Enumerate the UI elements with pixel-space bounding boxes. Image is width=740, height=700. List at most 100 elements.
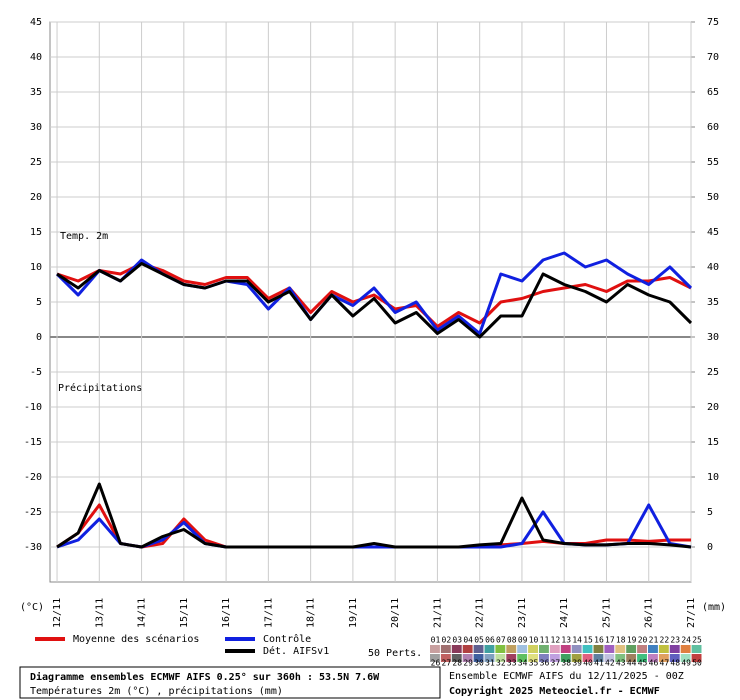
member-swatch bbox=[637, 654, 647, 662]
temp-line bbox=[56, 262, 693, 339]
member-swatch bbox=[604, 645, 615, 653]
x-tick-label: 15/11 bbox=[179, 598, 190, 628]
member-label: 35 bbox=[529, 659, 539, 668]
member-label: 13 bbox=[561, 636, 571, 645]
member-label: 11 bbox=[540, 636, 550, 645]
x-tick-label: 19/11 bbox=[348, 598, 359, 628]
x-tick-label: 27/11 bbox=[686, 598, 697, 628]
member-label: 17 bbox=[605, 636, 615, 645]
y-tick-label: -5 bbox=[30, 367, 42, 378]
member-swatch bbox=[593, 654, 604, 662]
member-swatch bbox=[571, 645, 582, 653]
y2-tick-label: 0 bbox=[707, 542, 713, 553]
member-swatch bbox=[462, 645, 473, 653]
y2-unit: (mm) bbox=[702, 602, 726, 613]
x-tick-label: 13/11 bbox=[94, 598, 105, 628]
member-swatch bbox=[430, 654, 440, 662]
x-tick-label: 14/11 bbox=[137, 598, 148, 628]
member-swatch bbox=[484, 654, 495, 662]
member-label: 38 bbox=[561, 659, 571, 668]
member-label: 05 bbox=[474, 636, 484, 645]
y-tick-label: -25 bbox=[24, 507, 42, 518]
member-label: 06 bbox=[485, 636, 495, 645]
temp-label: Temp. 2m bbox=[60, 231, 108, 242]
member-label: 36 bbox=[540, 659, 550, 668]
member-label: 43 bbox=[616, 659, 626, 668]
precip-line bbox=[56, 482, 692, 549]
x-tick-label: 25/11 bbox=[601, 598, 612, 628]
x-tick-label: 18/11 bbox=[306, 598, 317, 628]
y-tick-label: 30 bbox=[30, 122, 42, 133]
member-label: 15 bbox=[583, 636, 593, 645]
member-label: 20 bbox=[638, 636, 648, 645]
run-label: Ensemble ECMWF AIFS du 12/11/2025 - 00Z bbox=[449, 671, 684, 682]
member-label: 22 bbox=[660, 636, 670, 645]
member-label: 50 bbox=[692, 659, 702, 668]
precip-label: Précipitations bbox=[58, 382, 142, 394]
member-label: 04 bbox=[463, 636, 473, 645]
member-swatch bbox=[549, 645, 560, 653]
member-swatch bbox=[615, 654, 626, 662]
y2-tick-label: 5 bbox=[707, 507, 713, 518]
y2-tick-label: 50 bbox=[707, 192, 719, 203]
member-label: 30 bbox=[474, 659, 484, 668]
y2-tick-label: 20 bbox=[707, 402, 719, 413]
member-swatch bbox=[451, 645, 462, 653]
member-label: 03 bbox=[452, 636, 462, 645]
member-label: 47 bbox=[660, 659, 670, 668]
member-label: 27 bbox=[442, 659, 452, 668]
member-label: 32 bbox=[496, 659, 506, 668]
member-swatch bbox=[495, 654, 506, 662]
y-unit: (°C) bbox=[20, 602, 44, 613]
chart-title: Diagramme ensembles ECMWF AIFS 0.25° sur… bbox=[30, 671, 380, 683]
member-label: 33 bbox=[507, 659, 517, 668]
member-label: 34 bbox=[518, 659, 528, 668]
x-tick-label: 26/11 bbox=[644, 598, 655, 628]
x-tick-label: 17/11 bbox=[263, 598, 274, 628]
y2-tick-label: 70 bbox=[707, 52, 719, 63]
member-swatch bbox=[506, 654, 517, 662]
x-tick-label: 21/11 bbox=[432, 598, 443, 628]
member-swatch bbox=[615, 645, 626, 653]
member-swatch bbox=[528, 654, 538, 662]
y2-tick-label: 35 bbox=[707, 297, 719, 308]
member-label: 45 bbox=[638, 659, 648, 668]
y2-tick-label: 30 bbox=[707, 332, 719, 343]
y2-tick-label: 25 bbox=[707, 367, 719, 378]
member-swatch bbox=[430, 645, 440, 653]
member-swatch bbox=[473, 654, 484, 662]
plot bbox=[55, 251, 693, 549]
y-tick-label: 45 bbox=[30, 17, 42, 28]
legend-label: Contrôle bbox=[263, 633, 311, 645]
member-label: 48 bbox=[670, 659, 680, 668]
y2-tick-label: 45 bbox=[707, 227, 719, 238]
legend-label: Dét. AIFSv1 bbox=[263, 645, 329, 657]
member-label: 29 bbox=[463, 659, 473, 668]
x-tick-label: 24/11 bbox=[559, 598, 570, 628]
member-swatch bbox=[669, 654, 680, 662]
x-tick-label: 12/11 bbox=[52, 598, 63, 628]
member-label: 10 bbox=[529, 636, 539, 645]
y2-tick-label: 40 bbox=[707, 262, 719, 273]
member-label: 41 bbox=[594, 659, 604, 668]
member-swatch bbox=[571, 654, 582, 662]
member-swatch bbox=[451, 654, 462, 662]
y-tick-label: 15 bbox=[30, 227, 42, 238]
member-swatch bbox=[691, 654, 702, 662]
member-swatch bbox=[648, 654, 658, 662]
x-tick-label: 20/11 bbox=[390, 598, 401, 628]
member-swatch bbox=[593, 645, 604, 653]
member-label: 12 bbox=[551, 636, 561, 645]
member-label: 19 bbox=[627, 636, 637, 645]
perts-label: 50 Perts. bbox=[368, 648, 422, 659]
member-label: 40 bbox=[583, 659, 593, 668]
member-label: 49 bbox=[681, 659, 691, 668]
member-label: 46 bbox=[649, 659, 659, 668]
y-tick-label: 5 bbox=[36, 297, 42, 308]
member-swatch bbox=[539, 645, 549, 653]
member-swatch bbox=[669, 645, 680, 653]
y-tick-label: 0 bbox=[36, 332, 42, 343]
y2-tick-label: 60 bbox=[707, 122, 719, 133]
title-box bbox=[19, 666, 441, 699]
